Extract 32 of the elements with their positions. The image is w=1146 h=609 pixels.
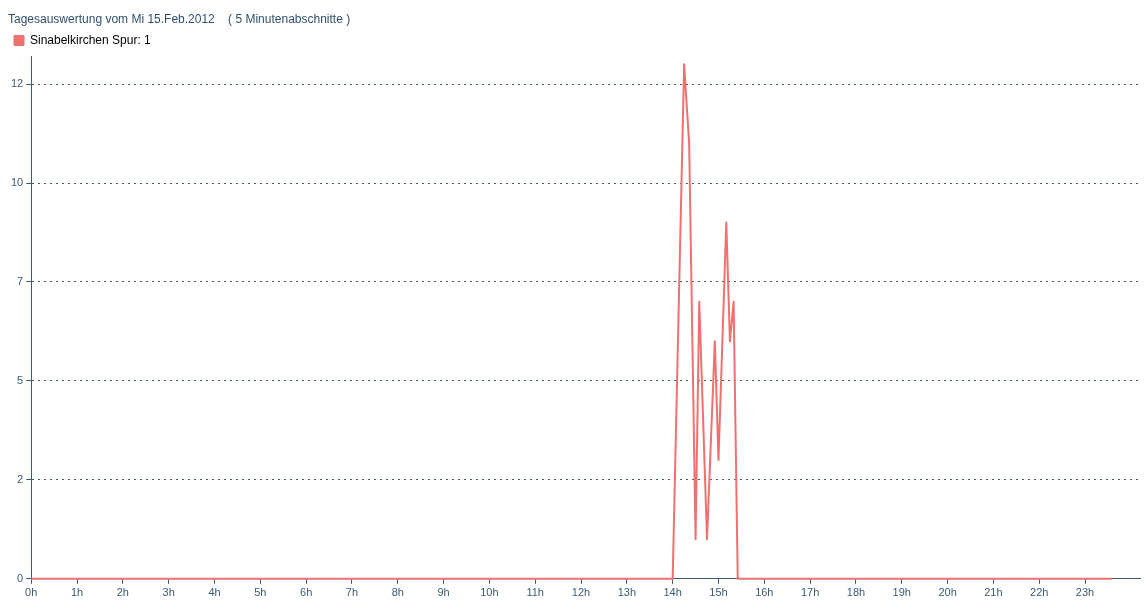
x-tick-label: 5h (254, 586, 267, 599)
y-tick-label: 5 (17, 373, 24, 386)
legend-label: Sinabelkirchen Spur: 1 (30, 32, 152, 47)
y-tick-label: 2 (17, 472, 24, 485)
x-tick-label: 21h (984, 586, 1003, 599)
x-tick-label: 19h (892, 586, 911, 599)
x-tick-label: 8h (391, 586, 404, 599)
x-tick-label: 0h (25, 586, 38, 599)
x-tick-label: 7h (345, 586, 359, 599)
x-tick-label: 6h (300, 586, 313, 599)
x-tick-label: 22h (1030, 586, 1049, 599)
x-tick-label: 1h (70, 586, 84, 599)
y-tick-label: 0 (17, 571, 24, 584)
y-tick-label: 12 (10, 77, 24, 90)
x-tick-label: 14h (663, 586, 682, 599)
x-tick-label: 16h (755, 586, 774, 599)
chart-title: Tagesauswertung vom Mi 15.Feb.2012 ( 5 Minutenabschnitte ) (8, 11, 351, 26)
x-tick-label: 2h (116, 586, 129, 599)
x-tick-label: 9h (437, 586, 450, 599)
y-tick-label: 7 (17, 275, 24, 288)
x-tick-label: 23h (1075, 586, 1095, 599)
x-tick-label: 4h (208, 586, 221, 599)
x-tick-label: 12h (571, 586, 591, 599)
x-tick-label: 10h (480, 586, 499, 599)
x-tick-label: 11h (526, 586, 544, 599)
x-tick-label: 15h (709, 586, 728, 599)
x-tick-label: 17h (800, 586, 820, 599)
x-tick-label: 20h (938, 586, 957, 599)
x-tick-label: 13h (617, 586, 637, 599)
x-tick-label: 18h (846, 586, 866, 599)
x-tick-label: 3h (162, 586, 175, 599)
y-tick-label: 10 (10, 176, 24, 189)
